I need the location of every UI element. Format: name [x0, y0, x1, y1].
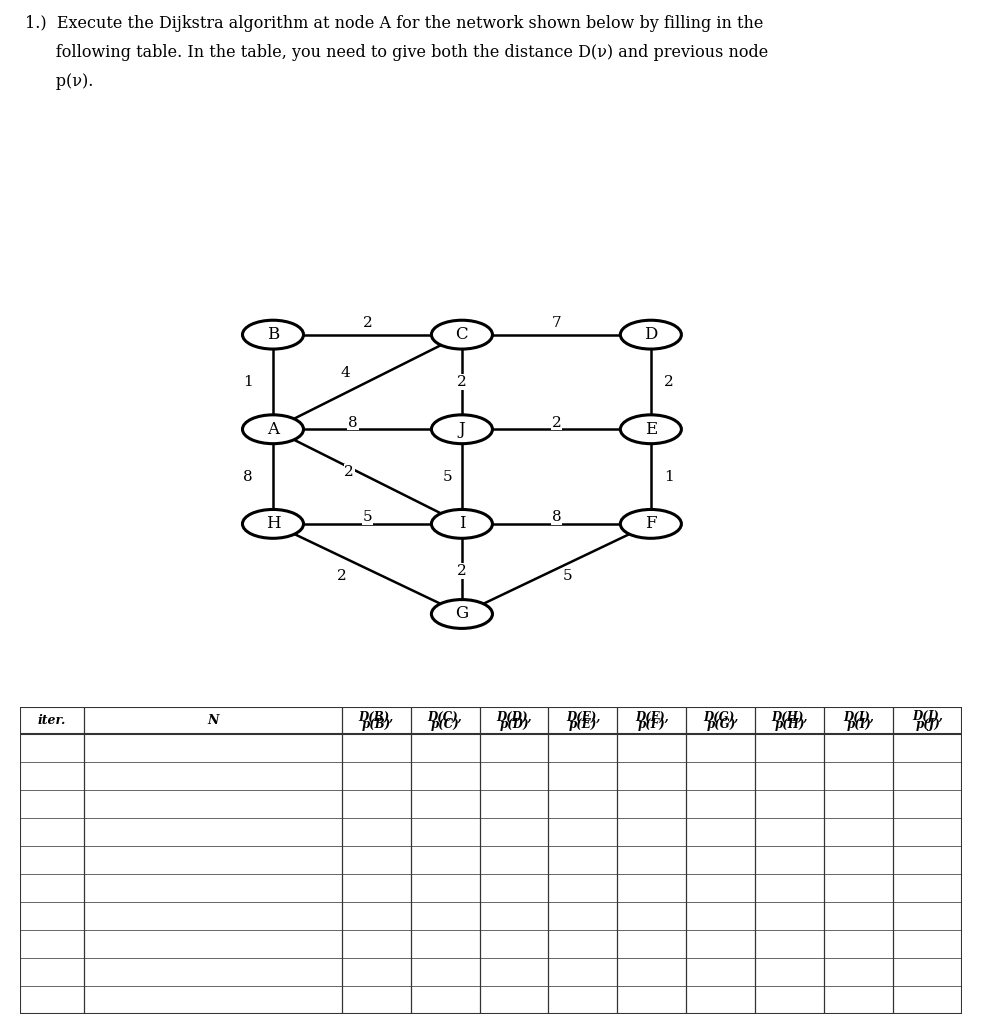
Text: p(D): p(D) [499, 718, 528, 731]
Text: p(E): p(E) [569, 718, 597, 731]
Text: following table. In the table, you need to give both the distance D(ν) and previ: following table. In the table, you need … [25, 44, 768, 61]
Text: 5: 5 [563, 568, 573, 583]
Ellipse shape [243, 321, 303, 349]
Text: 2: 2 [345, 465, 355, 479]
Text: H: H [266, 515, 280, 532]
Text: G: G [456, 605, 468, 623]
Text: p(J): p(J) [915, 718, 940, 731]
Text: N: N [207, 714, 218, 727]
Text: p(I): p(I) [846, 718, 871, 731]
Ellipse shape [431, 600, 492, 629]
Text: p(C): p(C) [431, 718, 460, 731]
Text: B: B [267, 326, 279, 343]
Text: 2: 2 [337, 568, 347, 583]
Ellipse shape [431, 415, 492, 443]
Ellipse shape [243, 415, 303, 443]
Text: I: I [459, 515, 465, 532]
Text: J: J [459, 421, 465, 438]
Text: D(J),: D(J), [912, 711, 944, 723]
Text: 2: 2 [457, 564, 466, 579]
Ellipse shape [431, 510, 492, 539]
Text: 7: 7 [552, 316, 562, 331]
Text: 1: 1 [664, 470, 674, 483]
Text: D(F),: D(F), [635, 711, 669, 723]
Text: 8: 8 [348, 416, 357, 429]
Text: D(G),: D(G), [703, 711, 738, 723]
Text: F: F [645, 515, 657, 532]
Text: 1.)  Execute the Dijkstra algorithm at node A for the network shown below by fil: 1.) Execute the Dijkstra algorithm at no… [25, 15, 763, 33]
Text: p(G): p(G) [706, 718, 736, 731]
Ellipse shape [621, 510, 682, 539]
Text: 1: 1 [243, 375, 252, 389]
Text: D(H),: D(H), [772, 711, 808, 723]
Text: D(I),: D(I), [844, 711, 874, 723]
Text: 5: 5 [443, 470, 453, 483]
Text: 2: 2 [457, 375, 466, 389]
Text: 8: 8 [243, 470, 252, 483]
Ellipse shape [243, 510, 303, 539]
Ellipse shape [621, 415, 682, 443]
Text: 5: 5 [362, 510, 372, 524]
Text: D: D [644, 326, 658, 343]
Text: E: E [645, 421, 657, 438]
Text: D(B),: D(B), [358, 711, 394, 723]
Text: D(C),: D(C), [427, 711, 463, 723]
Text: 2: 2 [664, 375, 674, 389]
Text: p(B): p(B) [361, 718, 391, 731]
Text: p(F): p(F) [638, 718, 666, 731]
Text: p(ν).: p(ν). [25, 73, 93, 90]
Ellipse shape [431, 321, 492, 349]
Text: D(E),: D(E), [566, 711, 600, 723]
Text: iter.: iter. [37, 714, 66, 727]
Text: 2: 2 [552, 416, 562, 429]
Text: A: A [267, 421, 279, 438]
Text: 8: 8 [552, 510, 562, 524]
Text: 4: 4 [341, 366, 351, 380]
Text: C: C [456, 326, 468, 343]
Text: p(H): p(H) [775, 718, 805, 731]
Text: 2: 2 [362, 316, 372, 331]
Text: D(D),: D(D), [496, 711, 532, 723]
Ellipse shape [621, 321, 682, 349]
